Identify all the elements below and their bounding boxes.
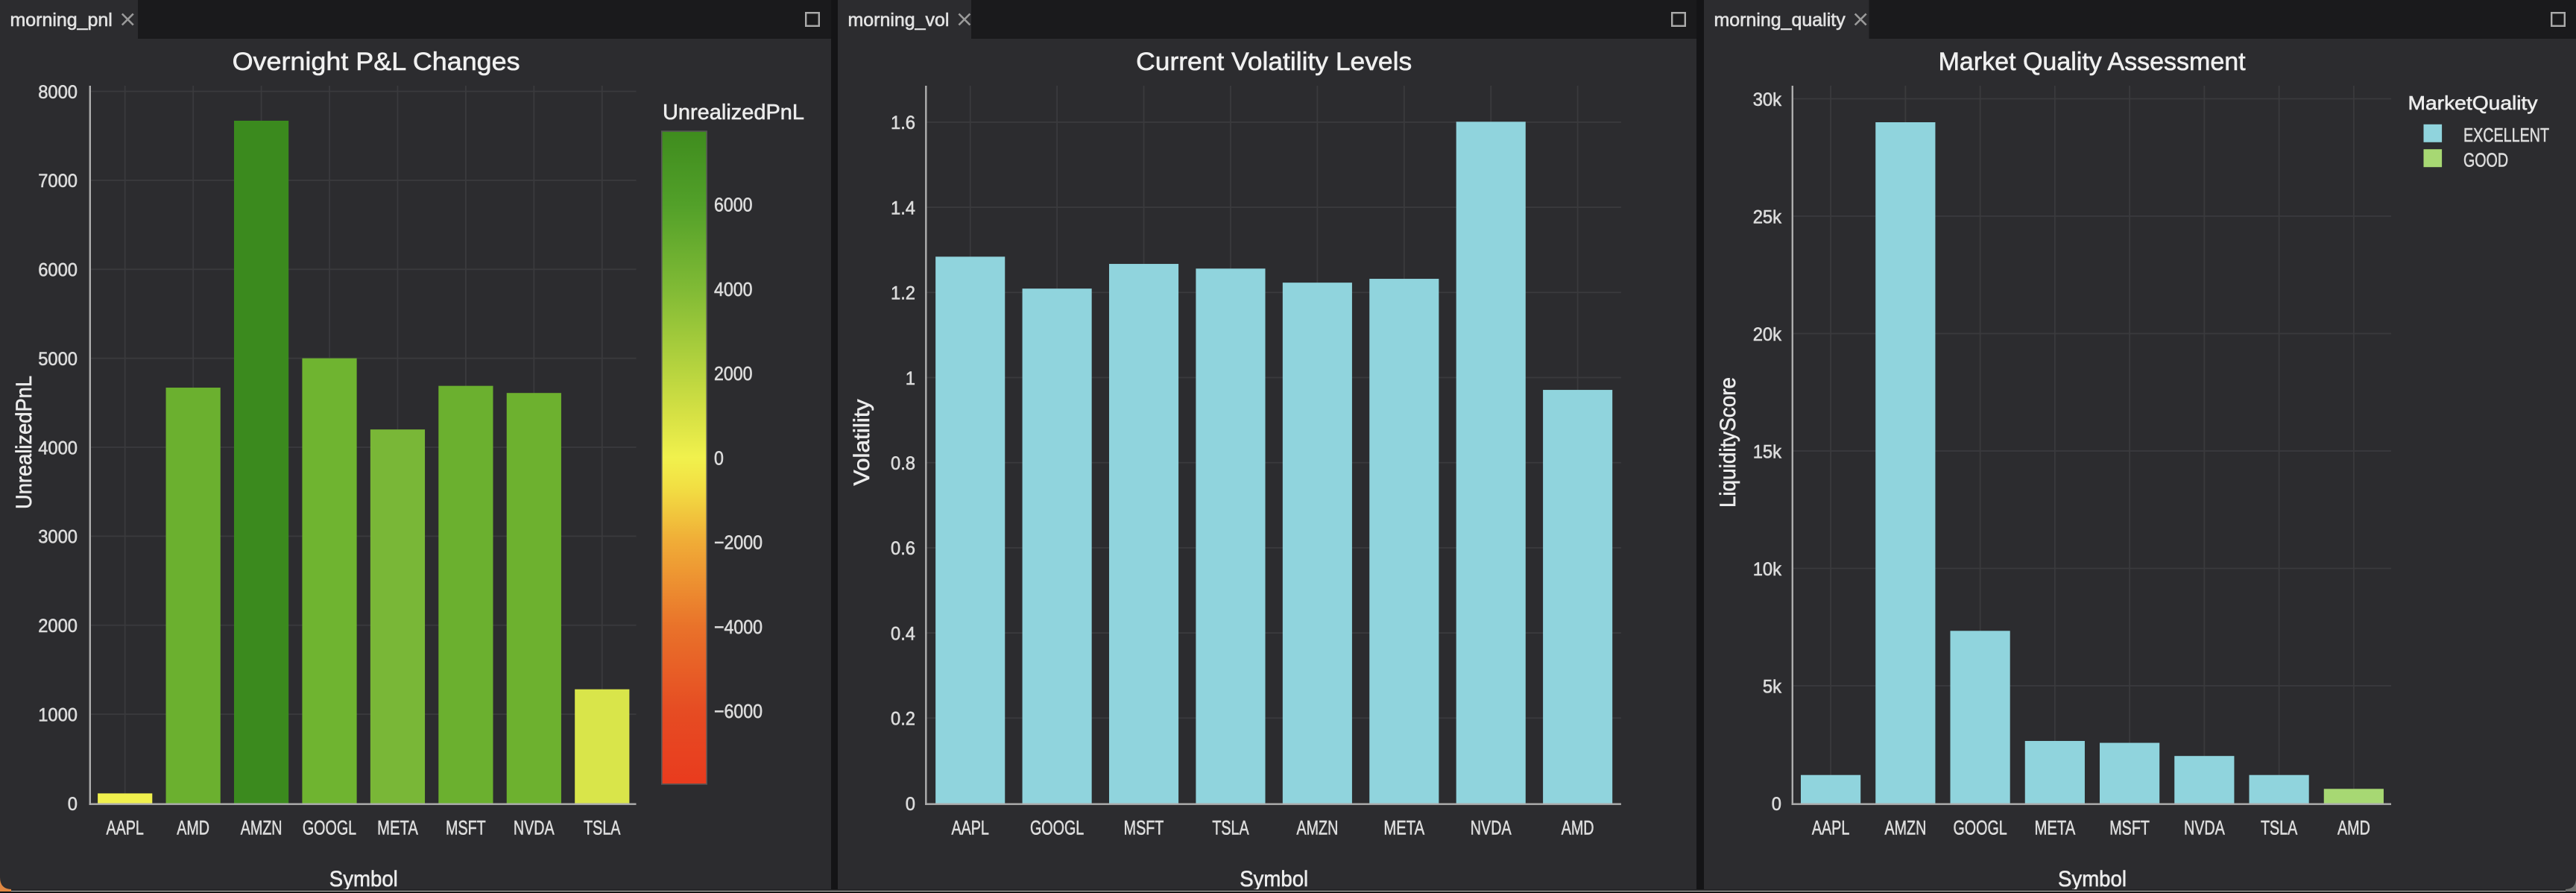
svg-text:META: META bbox=[1383, 817, 1424, 839]
svg-text:META: META bbox=[2035, 817, 2076, 839]
svg-text:Symbol: Symbol bbox=[329, 867, 398, 889]
svg-text:Overnight P&L Changes: Overnight P&L Changes bbox=[233, 48, 520, 76]
svg-text:AAPL: AAPL bbox=[1812, 817, 1849, 839]
svg-text:25k: 25k bbox=[1753, 206, 1782, 227]
svg-text:GOOD: GOOD bbox=[2463, 149, 2508, 171]
svg-text:5k: 5k bbox=[1763, 676, 1782, 697]
svg-text:AMD: AMD bbox=[1562, 817, 1594, 839]
svg-text:0: 0 bbox=[1772, 794, 1781, 815]
svg-text:0: 0 bbox=[714, 446, 724, 469]
svg-text:NVDA: NVDA bbox=[514, 817, 555, 839]
svg-text:20k: 20k bbox=[1753, 324, 1782, 345]
svg-text:MarketQuality: MarketQuality bbox=[2408, 92, 2538, 114]
svg-text:1.6: 1.6 bbox=[891, 113, 915, 133]
svg-text:AMD: AMD bbox=[2337, 817, 2370, 839]
svg-text:4000: 4000 bbox=[38, 438, 78, 458]
svg-text:AAPL: AAPL bbox=[952, 817, 989, 839]
svg-text:10k: 10k bbox=[1753, 559, 1782, 580]
svg-text:1: 1 bbox=[906, 368, 915, 389]
svg-text:Market Quality Assessment: Market Quality Assessment bbox=[1939, 48, 2247, 76]
svg-text:UnrealizedPnL: UnrealizedPnL bbox=[12, 376, 37, 509]
svg-text:6000: 6000 bbox=[38, 260, 78, 281]
svg-text:−6000: −6000 bbox=[714, 700, 763, 722]
svg-text:3000: 3000 bbox=[38, 527, 78, 548]
svg-text:15k: 15k bbox=[1753, 441, 1782, 462]
svg-text:Symbol: Symbol bbox=[2058, 867, 2127, 889]
svg-text:1000: 1000 bbox=[38, 704, 78, 725]
svg-text:Symbol: Symbol bbox=[1240, 867, 1308, 889]
svg-text:6000: 6000 bbox=[714, 194, 753, 216]
svg-text:AMZN: AMZN bbox=[241, 817, 282, 839]
svg-text:morning_pnl: morning_pnl bbox=[10, 10, 113, 31]
svg-text:0.6: 0.6 bbox=[891, 538, 915, 559]
svg-text:TSLA: TSLA bbox=[1212, 817, 1248, 839]
svg-text:AMZN: AMZN bbox=[1885, 817, 1927, 839]
svg-text:8000: 8000 bbox=[38, 82, 78, 103]
svg-text:−4000: −4000 bbox=[714, 616, 763, 638]
svg-text:AAPL: AAPL bbox=[107, 817, 144, 839]
svg-text:0: 0 bbox=[906, 794, 915, 815]
svg-text:Volatility: Volatility bbox=[850, 400, 874, 486]
svg-text:LiquidityScore: LiquidityScore bbox=[1716, 377, 1740, 508]
svg-text:GOOGL: GOOGL bbox=[1030, 817, 1084, 839]
svg-text:AMZN: AMZN bbox=[1297, 817, 1339, 839]
svg-text:−2000: −2000 bbox=[714, 531, 763, 554]
svg-text:TSLA: TSLA bbox=[2261, 817, 2297, 839]
svg-text:MSFT: MSFT bbox=[1124, 817, 1164, 839]
svg-text:NVDA: NVDA bbox=[1471, 817, 1512, 839]
svg-text:2000: 2000 bbox=[38, 616, 78, 637]
svg-text:2000: 2000 bbox=[714, 362, 753, 385]
svg-text:30k: 30k bbox=[1753, 89, 1782, 110]
svg-text:1.2: 1.2 bbox=[891, 283, 915, 304]
svg-text:EXCELLENT: EXCELLENT bbox=[2463, 124, 2549, 146]
svg-text:AMD: AMD bbox=[177, 817, 209, 839]
svg-text:7000: 7000 bbox=[38, 171, 78, 192]
svg-text:TSLA: TSLA bbox=[584, 817, 620, 839]
svg-text:0.8: 0.8 bbox=[891, 453, 915, 474]
svg-text:MSFT: MSFT bbox=[2109, 817, 2150, 839]
svg-text:NVDA: NVDA bbox=[2184, 817, 2225, 839]
svg-text:morning_vol: morning_vol bbox=[848, 10, 950, 31]
svg-text:Current Volatility Levels: Current Volatility Levels bbox=[1136, 48, 1412, 76]
svg-text:GOOGL: GOOGL bbox=[1953, 817, 2007, 839]
svg-text:1.4: 1.4 bbox=[891, 198, 915, 218]
svg-text:morning_quality: morning_quality bbox=[1714, 10, 1846, 31]
svg-text:GOOGL: GOOGL bbox=[303, 817, 356, 839]
svg-text:0.2: 0.2 bbox=[891, 709, 915, 730]
svg-text:MSFT: MSFT bbox=[446, 817, 486, 839]
svg-text:4000: 4000 bbox=[714, 278, 753, 300]
svg-text:0: 0 bbox=[68, 794, 78, 815]
svg-text:0.4: 0.4 bbox=[891, 623, 915, 644]
svg-text:META: META bbox=[377, 817, 418, 839]
svg-text:UnrealizedPnL: UnrealizedPnL bbox=[663, 101, 804, 124]
svg-text:5000: 5000 bbox=[38, 349, 78, 370]
